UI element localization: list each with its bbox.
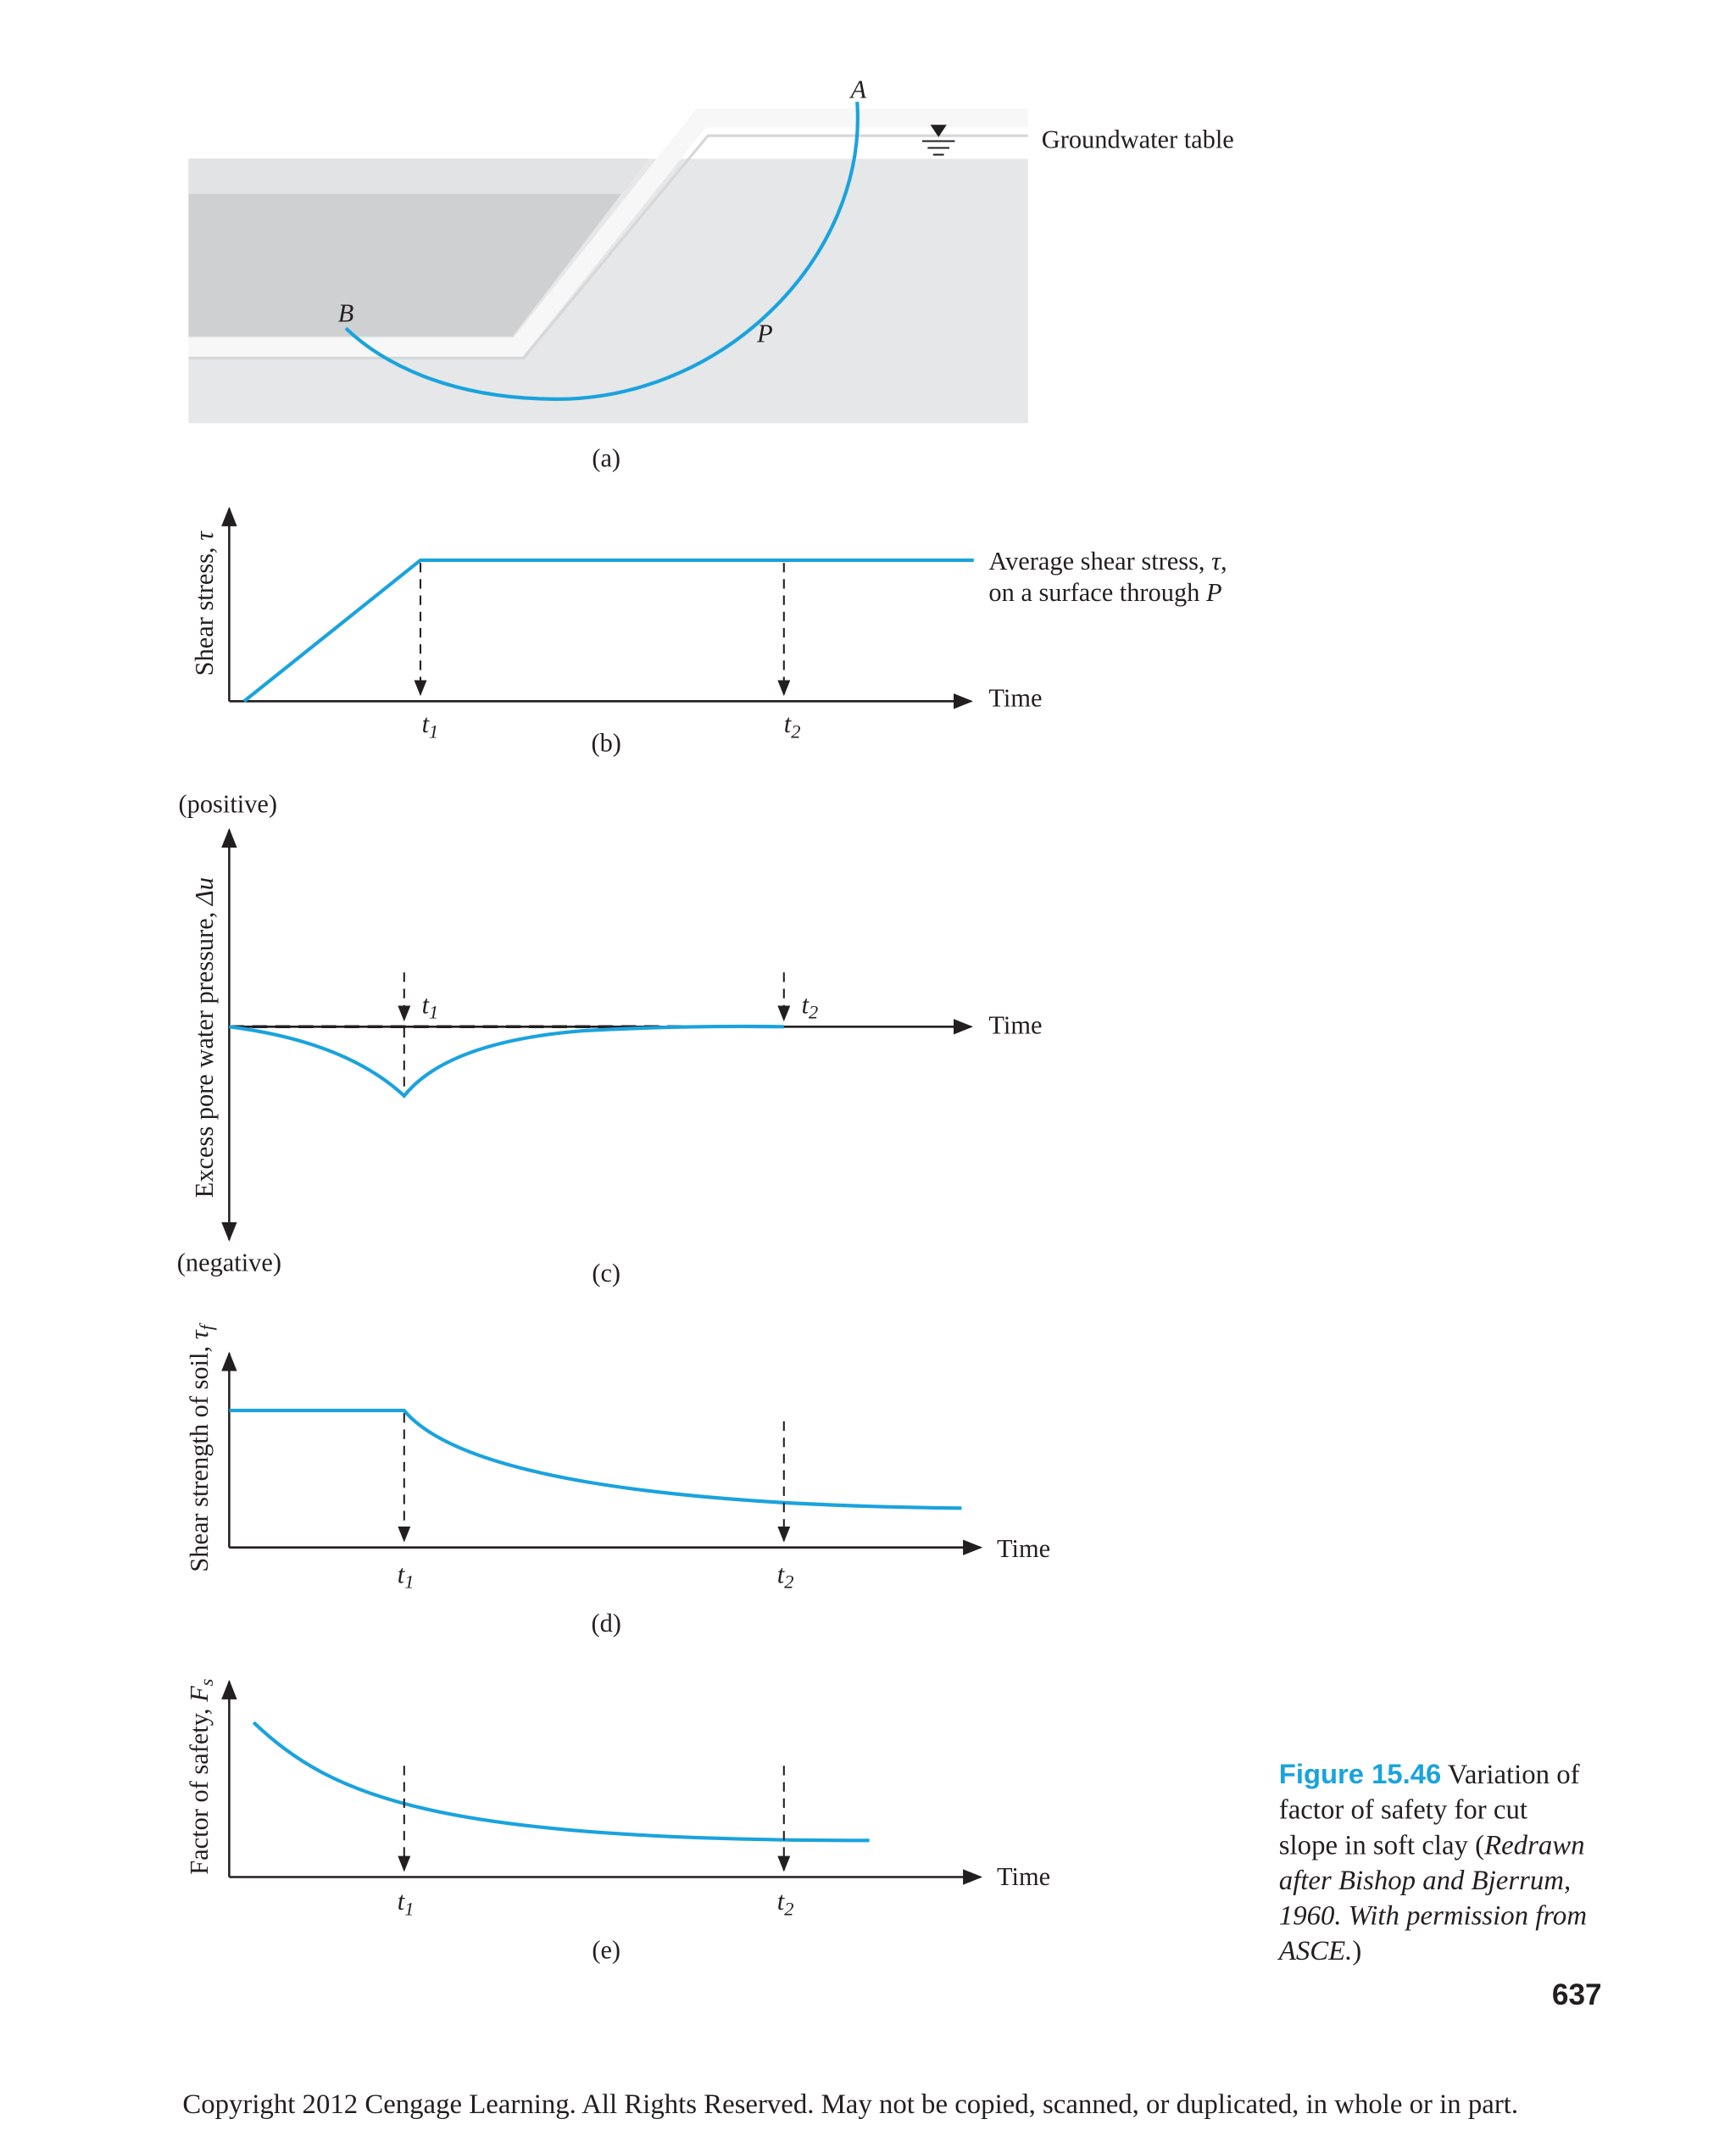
- ground-edge: [188, 134, 1028, 360]
- slip-surface: [344, 101, 860, 401]
- annotation: Average shear stress, τ,: [988, 547, 1227, 576]
- t-label: t2: [777, 1887, 794, 1919]
- point-label: B: [338, 298, 354, 327]
- panel-label: (b): [591, 729, 620, 758]
- panel-label: (d): [591, 1609, 620, 1638]
- t-label: t2: [777, 1560, 794, 1592]
- figure-caption: Figure 15.46 Variation of factor of safe…: [1277, 1758, 1587, 1966]
- panel-label: (c): [592, 1259, 620, 1288]
- panel-label: (e): [592, 1936, 620, 1965]
- panel-b: Shear stress, τ Time Average shear stres…: [190, 506, 1227, 758]
- x-axis-label: Time: [988, 1010, 1042, 1039]
- t-label: t1: [398, 1887, 415, 1919]
- y-axis-label: Shear strength of soil, τf: [185, 1322, 217, 1571]
- x-axis-label: Time: [997, 1862, 1050, 1891]
- panel-d: Shear strength of soil, τf Time t1 t2 (d…: [185, 1322, 1050, 1637]
- water-table-symbol: [922, 125, 955, 156]
- slope-diagram: A B P Groundwater table (a): [188, 75, 1234, 473]
- copyright: Copyright 2012 Cengage Learning. All Rig…: [182, 2089, 1518, 2120]
- panel-c: Excess pore water pressure, Δu (positive…: [177, 790, 1043, 1288]
- t-label: t1: [422, 990, 439, 1022]
- shear-stress-curve: [242, 558, 974, 703]
- caption-line: 1960. With permission from: [1279, 1901, 1587, 1932]
- positive-label: (positive): [179, 790, 277, 819]
- point-label: P: [756, 319, 773, 348]
- t-label: t2: [802, 990, 819, 1022]
- excavated-zone: [188, 159, 648, 337]
- groundwater-label: Groundwater table: [1042, 125, 1234, 154]
- original-surface: [188, 159, 648, 194]
- safety-factor-curve: [252, 1721, 870, 1843]
- x-axis-label: Time: [997, 1534, 1050, 1563]
- panel-e: Factor of safety, Fs Time t1 t2 (e): [185, 1678, 1050, 1964]
- negative-label: (negative): [177, 1248, 281, 1277]
- ground-surface: [188, 108, 1028, 357]
- caption-line: after Bishop and Bjerrum,: [1279, 1866, 1571, 1896]
- t-label: t1: [398, 1560, 415, 1592]
- panel-label: (a): [592, 444, 620, 473]
- y-axis-label: Factor of safety, Fs: [185, 1678, 217, 1875]
- page-number: 637: [1552, 1978, 1602, 2011]
- caption-line: factor of safety for cut: [1279, 1795, 1527, 1826]
- pore-pressure-curve: [229, 1024, 784, 1099]
- y-axis-label: Shear stress, τ: [190, 531, 219, 676]
- caption-line: slope in soft clay (Redrawn: [1279, 1830, 1585, 1861]
- x-axis-label: Time: [988, 684, 1042, 713]
- caption-line: Figure 15.46 Variation of: [1279, 1758, 1580, 1790]
- shear-strength-curve: [229, 1409, 962, 1510]
- y-axis-label: Excess pore water pressure, Δu: [190, 877, 219, 1198]
- annotation: on a surface through P: [988, 578, 1221, 607]
- caption-line: ASCE.): [1277, 1936, 1361, 1966]
- point-label: A: [849, 75, 867, 103]
- t-label: t1: [422, 709, 439, 742]
- t-label: t2: [784, 709, 801, 742]
